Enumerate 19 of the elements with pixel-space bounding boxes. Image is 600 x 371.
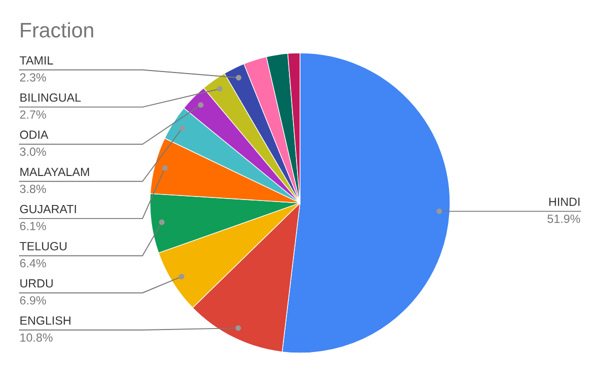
data-label: 2.3% [20,73,46,82]
slice-label: TELUGU [20,242,66,250]
slice-label: ENGLISH [20,316,70,325]
slice-label: GUJARATI [20,204,76,214]
slice-label: HINDI [549,198,580,206]
data-label: 6.1% [20,222,46,230]
data-label: 6.4% [20,259,46,268]
slice-label: BILINGUAL [20,93,81,102]
slice-label: URDU [20,279,53,288]
data-label: 3.0% [20,148,46,156]
chart-title: Fraction [20,22,94,38]
data-label: 6.9% [20,296,46,305]
data-label: 2.7% [20,110,46,119]
slice-label: MALAYALAM [20,168,89,176]
slice-label: ODIA [20,130,48,139]
data-label: 51.9% [548,214,580,223]
data-label: 3.8% [20,184,46,194]
slice-label: TAMIL [20,56,54,64]
data-label: 10.8% [20,333,53,342]
